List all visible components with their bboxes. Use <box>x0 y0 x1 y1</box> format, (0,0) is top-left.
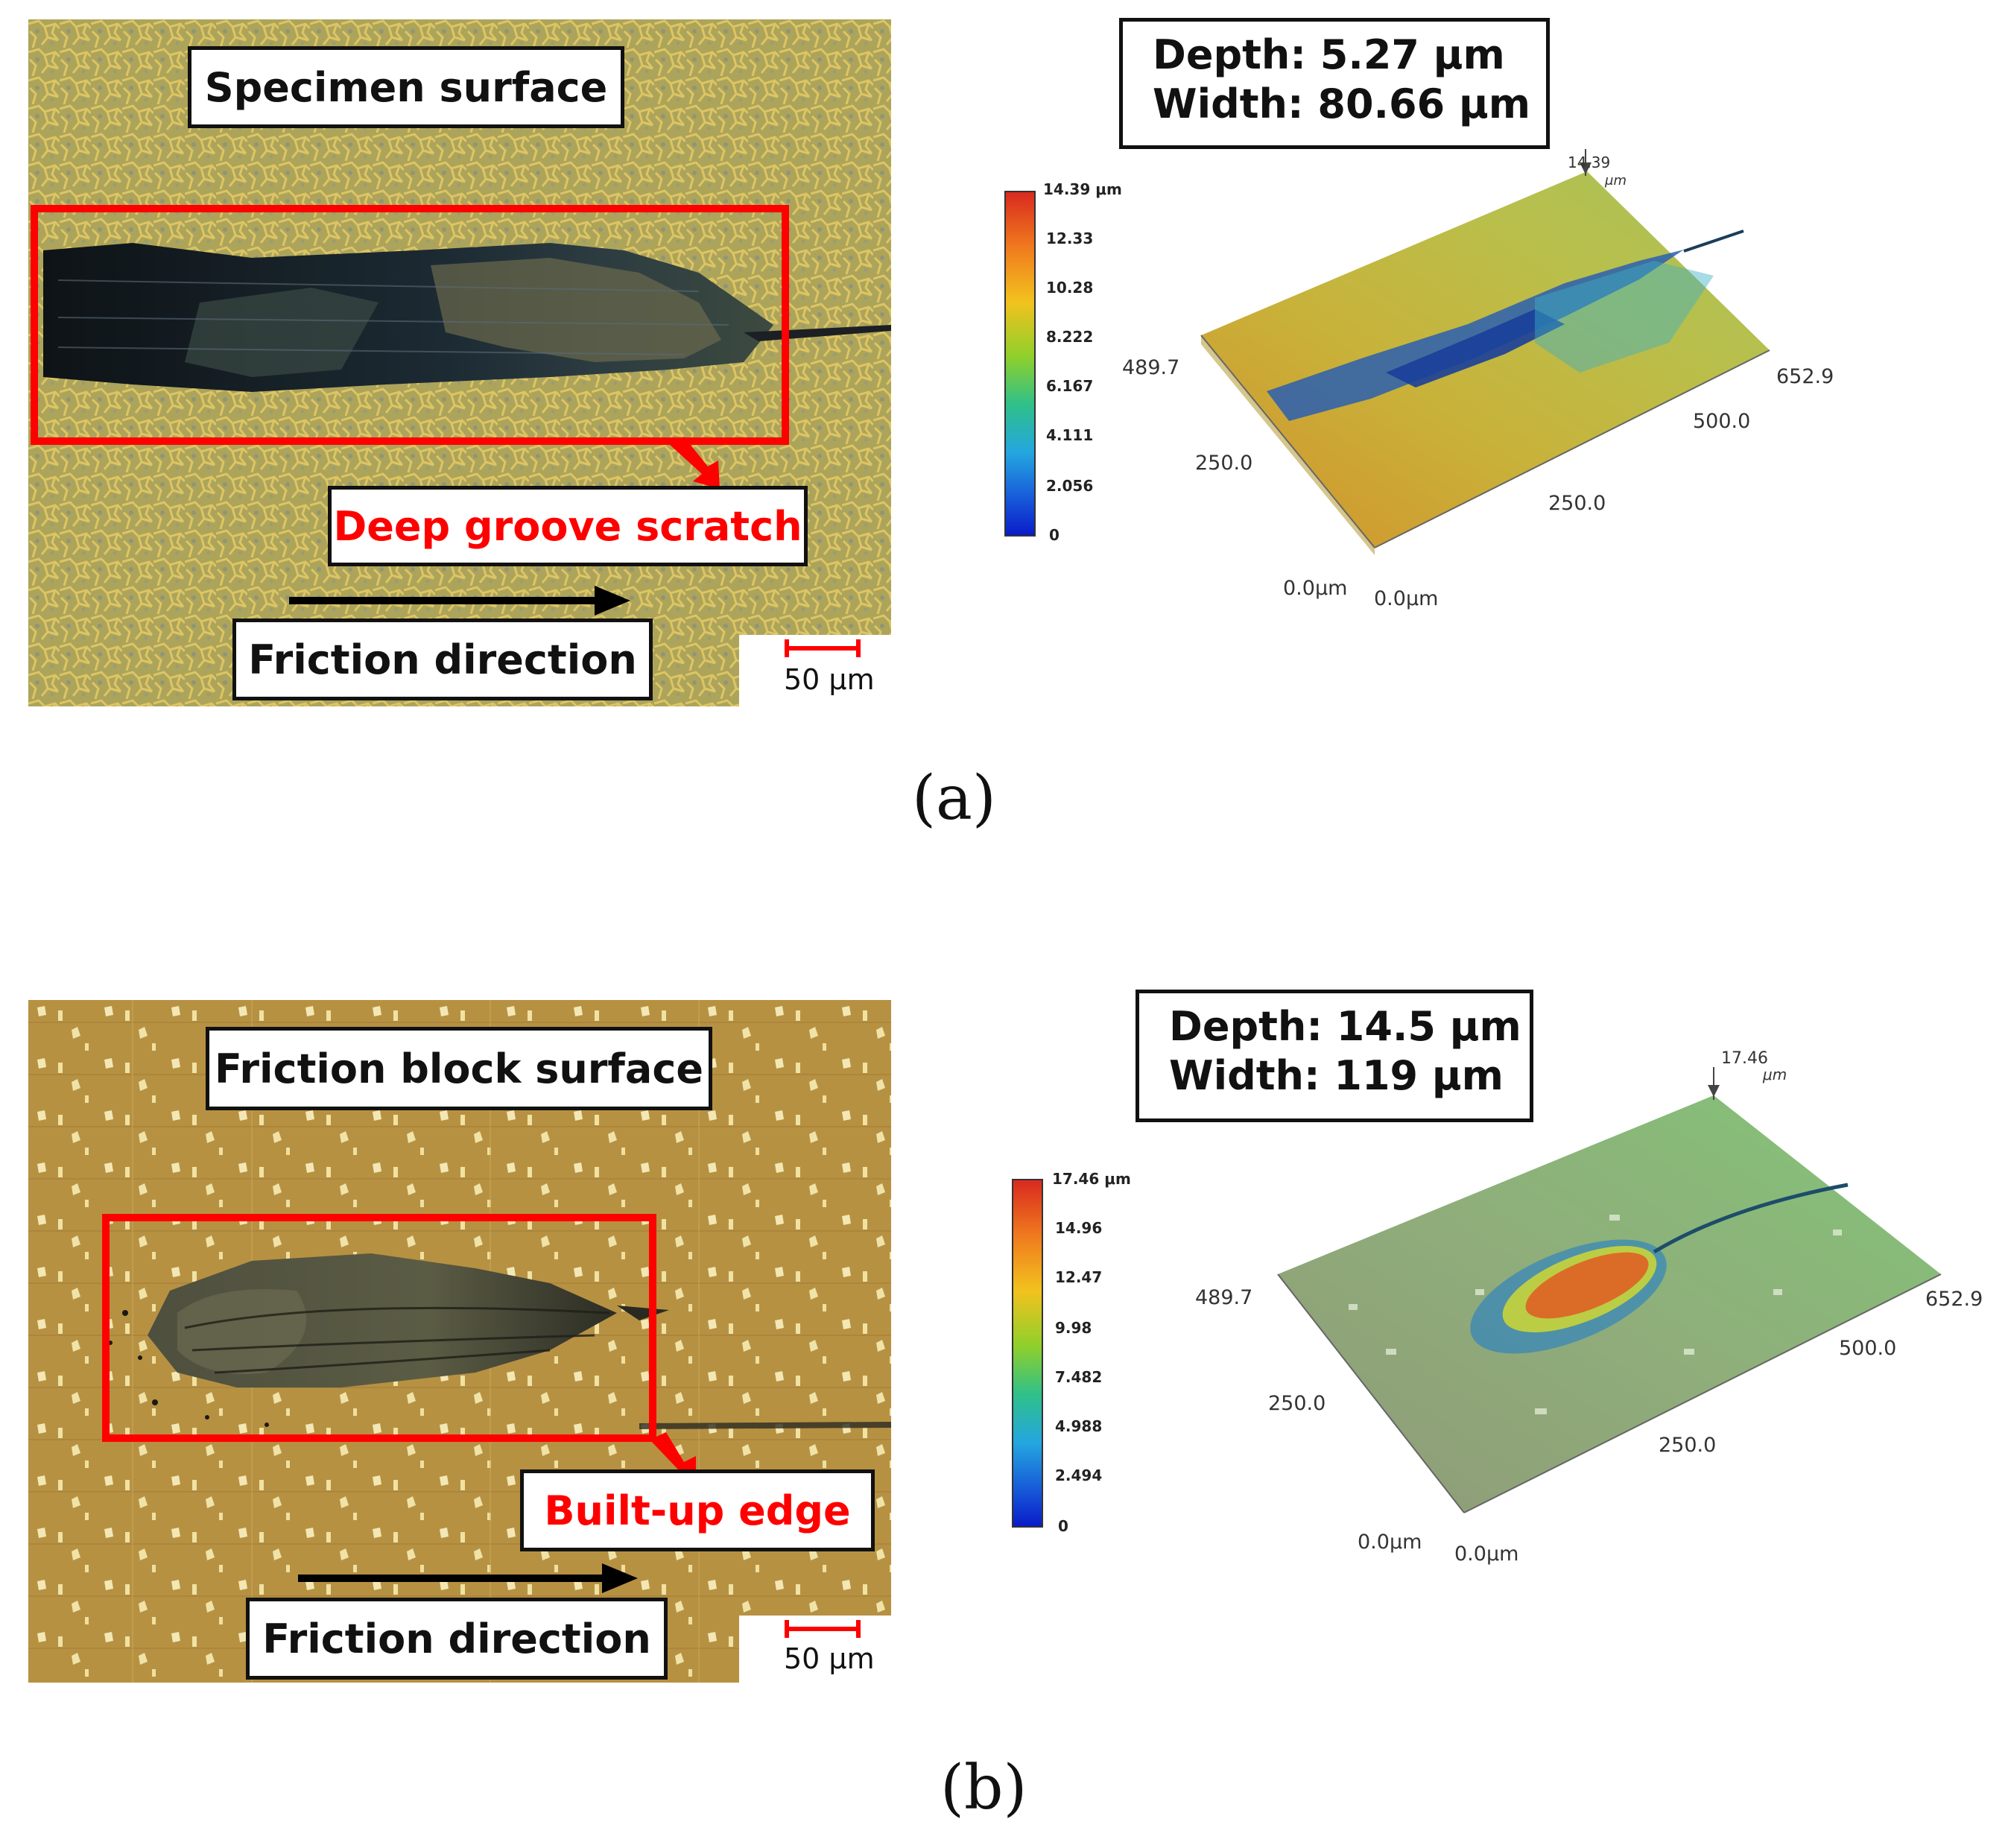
panel-b-cbar-tick-1: 14.96 <box>1055 1219 1103 1237</box>
panel-b-axis-x-mid: 250.0 <box>1659 1434 1717 1457</box>
panel-b-3d-surface <box>1277 1067 1942 1513</box>
panel-a-3d-surface <box>1200 149 1770 555</box>
panel-a-colorbar <box>1004 191 1036 537</box>
panel-b-title-box: Friction block surface <box>206 1027 712 1110</box>
panel-a-axis-origin-x: 0.0μm <box>1374 587 1439 610</box>
panel-a-cbar-tick-7: 0 <box>1049 526 1060 544</box>
panel-b-zmax-unit: μm <box>1763 1066 1787 1083</box>
panel-a-cbar-tick-1: 12.33 <box>1046 230 1094 247</box>
panel-a-callout-box: Deep groove scratch <box>328 486 808 566</box>
panel-a-direction-box: Friction direction <box>232 618 653 700</box>
panel-a-micrograph <box>28 19 891 706</box>
panel-a-zmax-unit: μm <box>1605 173 1627 189</box>
panel-a-title-box: Specimen surface <box>188 46 624 128</box>
panel-a-metrics-box: Depth: 5.27 μm Width: 80.66 μm <box>1119 18 1550 149</box>
panel-b-cbar-tick-0: 17.46 μm <box>1052 1170 1131 1188</box>
panel-b-axis-x-mid2: 500.0 <box>1839 1337 1897 1360</box>
panel-b-cbar-tick-4: 7.482 <box>1055 1368 1103 1386</box>
panel-b-width: Width: 119 μm <box>1169 1052 1504 1099</box>
panel-b-cbar-tick-7: 0 <box>1058 1517 1068 1535</box>
panel-a-cbar-tick-2: 10.28 <box>1046 279 1094 297</box>
panel-a-scale-area: 50 μm <box>739 635 891 709</box>
panel-a-zmax-value: 14.39 <box>1568 154 1611 171</box>
panel-b-cbar-tick-3: 9.98 <box>1055 1319 1092 1337</box>
panel-b-scale-label: 50 μm <box>784 1642 875 1675</box>
panel-b-micrograph <box>28 1000 891 1683</box>
panel-a-axis-y-max: 489.7 <box>1122 356 1180 379</box>
panel-b-letter: (b) <box>940 1753 1027 1823</box>
panel-a-axis-y-mid: 250.0 <box>1195 452 1253 475</box>
panel-b-colorbar <box>1012 1179 1043 1528</box>
panel-b-callout-box: Built-up edge <box>520 1469 875 1551</box>
panel-b-axis-y-max: 489.7 <box>1195 1286 1253 1309</box>
panel-b-metrics-box: Depth: 14.5 μm Width: 119 μm <box>1136 990 1533 1122</box>
panel-a-axis-x-mid: 250.0 <box>1548 492 1606 515</box>
panel-b-zmax-value: 17.46 <box>1721 1049 1768 1068</box>
panel-a-axis-x-mid2: 500.0 <box>1693 410 1751 433</box>
panel-a-cbar-tick-5: 4.111 <box>1046 426 1094 444</box>
panel-b-axis-y-mid: 250.0 <box>1268 1392 1326 1415</box>
panel-a-width: Width: 80.66 μm <box>1153 80 1530 127</box>
panel-a-cbar-tick-0: 14.39 μm <box>1043 180 1122 198</box>
panel-b-axis-x-max: 652.9 <box>1925 1288 1983 1311</box>
panel-a-letter: (a) <box>912 763 996 834</box>
panel-b-axis-origin-x: 0.0μm <box>1454 1542 1519 1566</box>
panel-a-scale-label: 50 μm <box>784 663 875 696</box>
panel-b-cbar-tick-2: 12.47 <box>1055 1268 1103 1286</box>
panel-a-cbar-tick-4: 6.167 <box>1046 377 1094 395</box>
panel-a-axis-x-max: 652.9 <box>1776 365 1834 388</box>
panel-b-axis-origin-y: 0.0μm <box>1358 1531 1422 1554</box>
panel-b-depth: Depth: 14.5 μm <box>1169 1003 1521 1050</box>
panel-a-depth: Depth: 5.27 μm <box>1153 31 1505 78</box>
panel-b-cbar-tick-5: 4.988 <box>1055 1417 1103 1435</box>
panel-b-scale-area: 50 μm <box>739 1616 891 1687</box>
panel-a-axis-origin-y: 0.0μm <box>1283 577 1348 600</box>
panel-a-cbar-tick-6: 2.056 <box>1046 477 1094 495</box>
panel-b-direction-box: Friction direction <box>246 1598 668 1680</box>
panel-b-scale-bar <box>785 1620 861 1638</box>
panel-a-cbar-tick-3: 8.222 <box>1046 328 1094 346</box>
panel-b-cbar-tick-6: 2.494 <box>1055 1466 1103 1484</box>
panel-a-scale-bar <box>785 639 861 657</box>
